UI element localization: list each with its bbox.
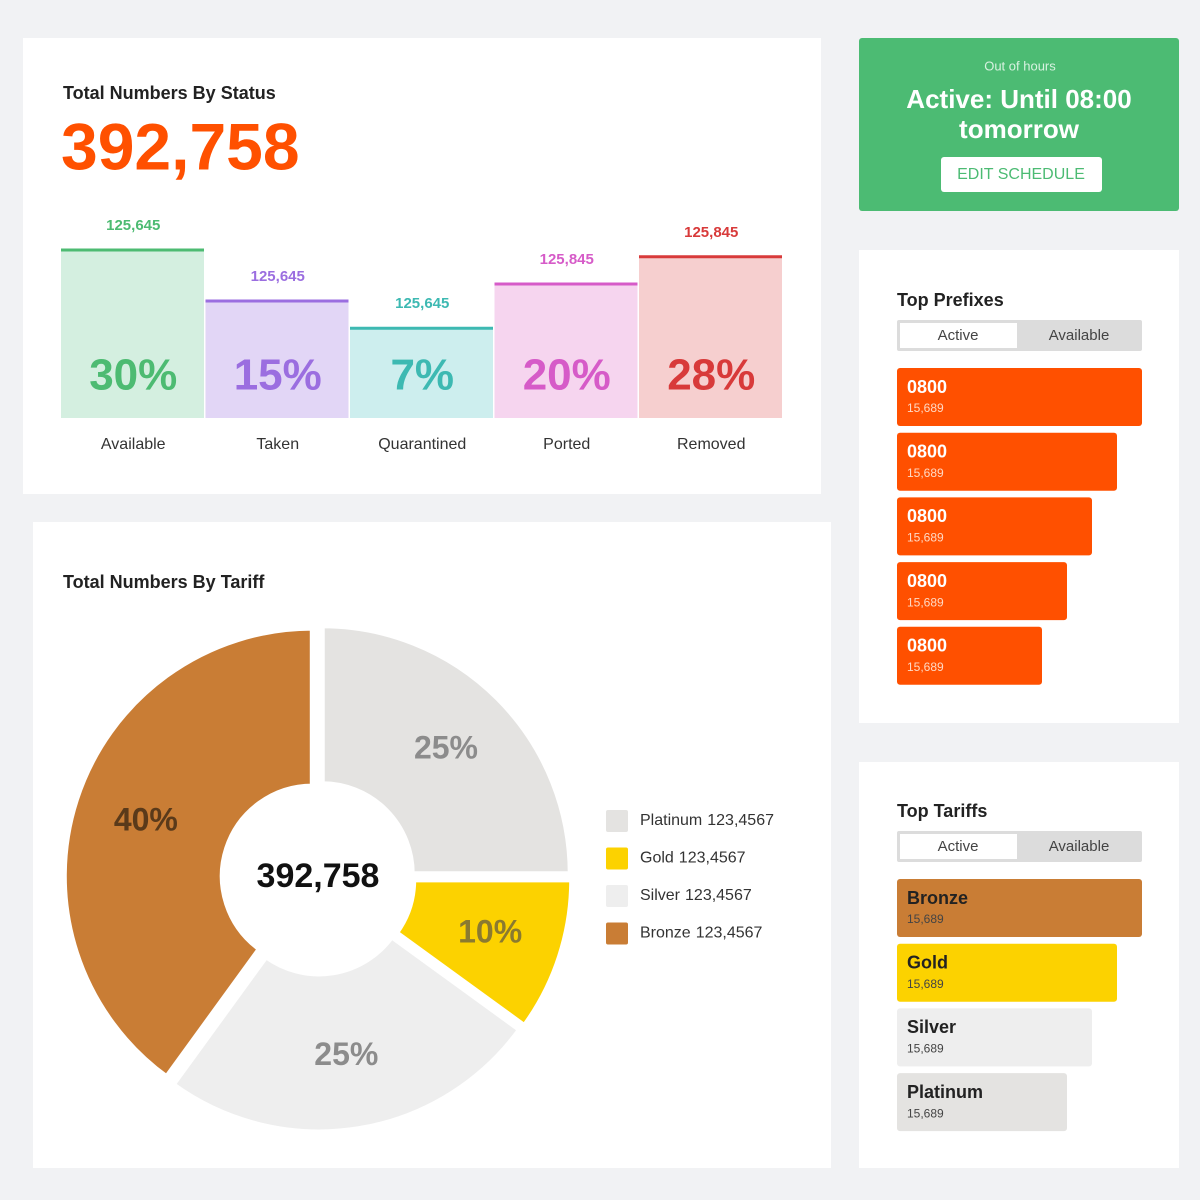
list-bar (897, 1008, 1092, 1067)
bar-percent: 20% (523, 351, 611, 400)
list-label: 0800 (907, 441, 947, 461)
donut-slice (169, 933, 524, 1135)
list-label: 0800 (907, 377, 947, 397)
slice-label: 25% (314, 1036, 378, 1072)
donut-slice (319, 623, 573, 877)
legend-name: Gold (640, 850, 674, 867)
list-value: 15,689 (907, 466, 944, 480)
category-label: Taken (256, 436, 299, 453)
donut-slice (61, 625, 315, 1081)
toggle-tab[interactable]: Active (938, 838, 979, 855)
category-label: Removed (677, 436, 745, 453)
legend-label: Platinum 123,4567 (640, 812, 774, 829)
bar-count: 125,645 (251, 268, 305, 285)
bar-percent: 7% (390, 351, 454, 400)
bar (494, 284, 638, 418)
list-value: 15,689 (907, 531, 944, 545)
list-label: 0800 (907, 636, 947, 656)
legend-swatch (606, 885, 628, 907)
list-title: Top Prefixes (897, 290, 1004, 310)
legend-swatch (606, 847, 628, 870)
legend-swatch (606, 810, 628, 832)
category-label: Quarantined (378, 436, 466, 453)
list-bar (897, 368, 1142, 426)
list-label: Gold (907, 952, 948, 972)
edit-schedule-button[interactable] (941, 157, 1102, 192)
bar-percent: 28% (667, 351, 755, 400)
bar (350, 328, 493, 418)
list-bar (897, 943, 1117, 1002)
list-value: 15,689 (907, 401, 944, 415)
list-value: 15,689 (907, 1042, 944, 1056)
bar-percent: 15% (234, 351, 322, 400)
legend-value: 123,4567 (707, 812, 774, 829)
list-value: 15,689 (907, 595, 944, 609)
bar-count: 125,845 (684, 224, 738, 241)
list-label: 0800 (907, 506, 947, 526)
legend-name: Silver (640, 887, 681, 904)
donut-center-label: 392,758 (257, 857, 380, 895)
bar-count: 125,845 (540, 251, 594, 268)
status-title: Total Numbers By Status (63, 83, 276, 103)
toggle-active (900, 323, 1017, 348)
toggle-tab[interactable]: Active (938, 327, 979, 344)
list-label: Platinum (907, 1082, 983, 1102)
tariff-title: Total Numbers By Tariff (63, 572, 265, 592)
list-value: 15,689 (907, 1106, 944, 1120)
bar-count: 125,645 (106, 217, 160, 234)
edit-schedule-label[interactable]: EDIT SCHEDULE (957, 166, 1085, 183)
list-value: 15,689 (907, 977, 944, 991)
list-title: Top Tariffs (897, 801, 987, 821)
toggle-active (900, 834, 1017, 859)
legend-name: Bronze (640, 925, 691, 942)
list-bar (897, 1073, 1067, 1132)
toggle-tab[interactable]: Available (1049, 838, 1110, 855)
slice-label: 10% (458, 913, 522, 949)
list-label: 0800 (907, 571, 947, 591)
legend-value: 123,4567 (685, 887, 752, 904)
toggle-tab[interactable]: Available (1049, 327, 1110, 344)
slice-label: 40% (114, 802, 178, 838)
bar (639, 256, 782, 418)
list-label: Bronze (907, 888, 968, 908)
list-bar (897, 432, 1117, 491)
list-bar (897, 626, 1042, 685)
legend-value: 123,4567 (679, 850, 746, 867)
schedule-caption: Out of hours (984, 58, 1056, 73)
list-value: 15,689 (907, 660, 944, 674)
donut-center (230, 790, 406, 966)
list-bar (897, 562, 1067, 621)
slice-label: 25% (414, 729, 478, 765)
legend-swatch (606, 922, 628, 945)
schedule-status: Active: Until 08:00 tomorrow (906, 84, 1132, 144)
category-label: Available (101, 436, 166, 453)
bar-percent: 30% (89, 351, 177, 400)
bar (205, 301, 349, 418)
donut-slice (393, 877, 575, 1030)
list-bar (897, 497, 1092, 556)
legend-label: Gold 123,4567 (640, 850, 746, 867)
legend-value: 123,4567 (696, 925, 763, 942)
list-value: 15,689 (907, 912, 944, 926)
legend-label: Silver 123,4567 (640, 887, 752, 904)
list-label: Silver (907, 1017, 956, 1037)
status-total: 392,758 (61, 109, 300, 183)
bar (61, 250, 204, 418)
bar-count: 125,645 (395, 295, 449, 312)
legend-label: Bronze 123,4567 (640, 925, 763, 942)
list-bar (897, 879, 1142, 937)
category-label: Ported (543, 436, 590, 453)
legend-name: Platinum (640, 812, 702, 829)
